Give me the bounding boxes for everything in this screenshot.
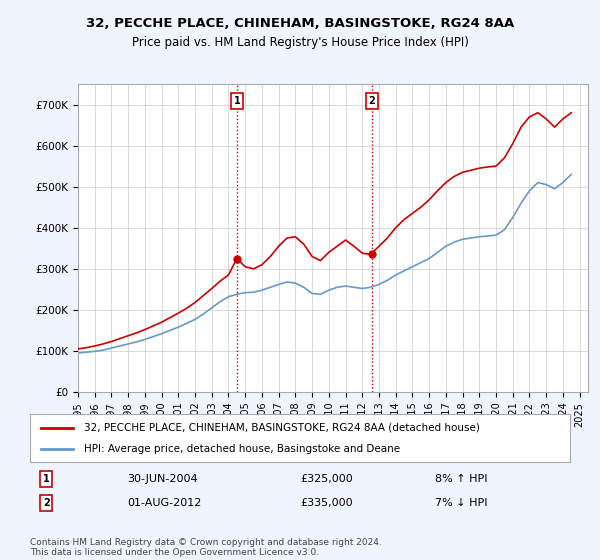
Text: 32, PECCHE PLACE, CHINEHAM, BASINGSTOKE, RG24 8AA (detached house): 32, PECCHE PLACE, CHINEHAM, BASINGSTOKE,…	[84, 423, 480, 433]
Text: Price paid vs. HM Land Registry's House Price Index (HPI): Price paid vs. HM Land Registry's House …	[131, 36, 469, 49]
Text: £335,000: £335,000	[300, 498, 353, 508]
Text: Contains HM Land Registry data © Crown copyright and database right 2024.
This d: Contains HM Land Registry data © Crown c…	[30, 538, 382, 557]
Text: 1: 1	[233, 96, 240, 106]
Text: 32, PECCHE PLACE, CHINEHAM, BASINGSTOKE, RG24 8AA: 32, PECCHE PLACE, CHINEHAM, BASINGSTOKE,…	[86, 17, 514, 30]
Text: 01-AUG-2012: 01-AUG-2012	[127, 498, 202, 508]
Text: £325,000: £325,000	[300, 474, 353, 484]
Text: 2: 2	[43, 498, 50, 508]
Text: 8% ↑ HPI: 8% ↑ HPI	[435, 474, 487, 484]
Text: 30-JUN-2004: 30-JUN-2004	[127, 474, 198, 484]
Text: HPI: Average price, detached house, Basingstoke and Deane: HPI: Average price, detached house, Basi…	[84, 444, 400, 454]
Text: 7% ↓ HPI: 7% ↓ HPI	[435, 498, 487, 508]
Text: 1: 1	[43, 474, 50, 484]
Text: 2: 2	[368, 96, 376, 106]
